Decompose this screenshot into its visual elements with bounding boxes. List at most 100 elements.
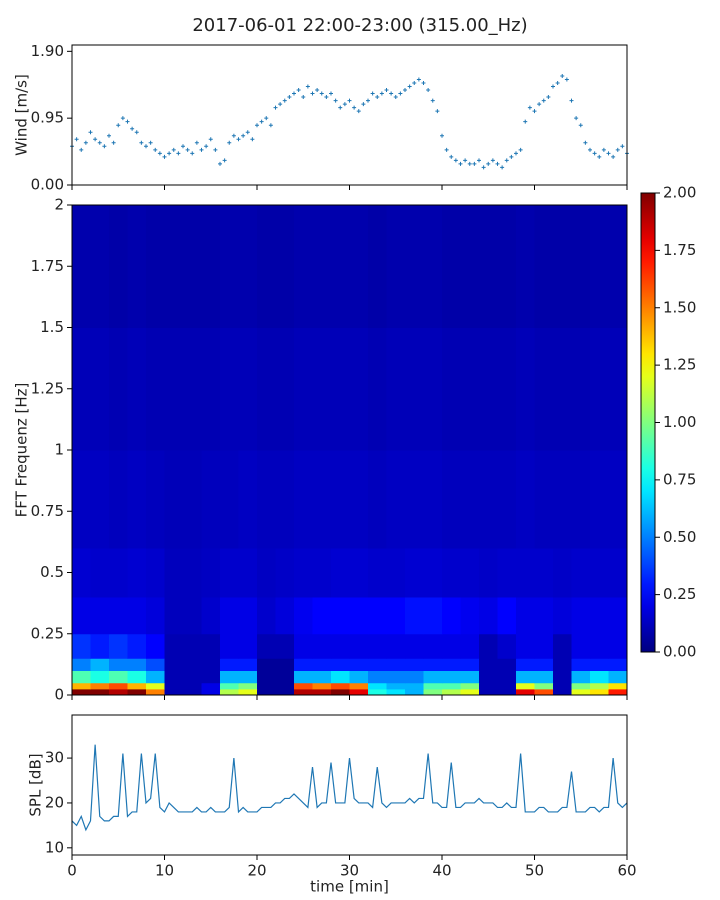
scatter-point — [426, 88, 431, 93]
heatmap-cell — [423, 658, 443, 671]
scatter-point — [185, 147, 190, 152]
scatter-point — [490, 158, 495, 163]
heatmap-cell — [127, 450, 147, 549]
heatmap-cell — [201, 670, 221, 684]
heatmap-cell — [164, 450, 184, 549]
heatmap-cell — [146, 633, 165, 659]
scatter-point — [125, 119, 130, 124]
heatmap-cell — [368, 548, 387, 598]
heatmap-cell — [257, 450, 276, 549]
heatmap-cell — [460, 548, 480, 598]
heatmap-cell — [127, 597, 147, 635]
heatmap-cell — [257, 688, 276, 696]
scatter-point — [601, 147, 606, 152]
heatmap-cell — [405, 658, 424, 671]
scatter-point — [611, 154, 616, 159]
scatter-point — [375, 95, 380, 100]
heatmap-cell — [183, 548, 202, 598]
heatmap-cell — [534, 682, 554, 690]
heatmap-cell — [553, 670, 572, 684]
heatmap-cell — [238, 658, 258, 671]
heatmap-cell — [72, 670, 91, 684]
colorbar-tick-label: 2.00 — [663, 184, 696, 202]
scatter-point — [301, 95, 306, 100]
heatmap-cell — [331, 670, 350, 684]
heatmap-cell — [497, 548, 517, 598]
heatmap-cell — [386, 205, 406, 328]
y-tick-label: 0.5 — [40, 563, 64, 581]
heatmap-cell — [164, 205, 184, 328]
heatmap-cell — [423, 548, 443, 598]
heatmap-cell — [294, 548, 313, 598]
heatmap-cell — [127, 548, 147, 598]
scatter-point — [116, 123, 121, 128]
heatmap-cell — [90, 597, 110, 635]
heatmap-cell — [386, 658, 406, 671]
heatmap-cell — [349, 633, 369, 659]
heatmap-cell — [405, 548, 424, 598]
heatmap-cell — [331, 205, 350, 328]
scatter-point — [477, 158, 481, 163]
heatmap-cell — [312, 658, 332, 671]
x-tick-label: 50 — [525, 862, 544, 880]
colorbar-tick-label: 0.75 — [663, 470, 696, 488]
heatmap-cell — [479, 597, 498, 635]
heatmap-cell — [257, 205, 276, 328]
scatter-point — [338, 105, 343, 110]
heatmap-cell — [386, 670, 406, 684]
scatter-point — [560, 73, 565, 78]
heatmap-cell — [590, 670, 609, 684]
scatter-point — [500, 165, 505, 170]
scatter-point — [481, 165, 486, 170]
heatmap-cell — [590, 633, 609, 659]
y-tick-label: 2 — [54, 196, 64, 214]
scatter-point — [527, 105, 532, 110]
heatmap-cell — [442, 682, 461, 690]
scatter-point — [495, 161, 500, 166]
heatmap-cell — [423, 597, 443, 635]
heatmap-cell — [90, 688, 110, 696]
heatmap-cell — [257, 633, 276, 659]
heatmap-cell — [220, 327, 239, 451]
heatmap-cell — [590, 688, 609, 696]
heatmap-cell — [220, 450, 239, 549]
heatmap-cell — [275, 670, 295, 684]
heatmap-cell — [312, 682, 332, 690]
scatter-point — [107, 133, 111, 138]
heatmap-cell — [442, 670, 461, 684]
heatmap-cell — [497, 688, 517, 696]
scatter-point — [88, 130, 93, 135]
scatter-point — [102, 144, 107, 149]
heatmap-cell — [386, 450, 406, 549]
heatmap-cell — [294, 670, 313, 684]
heatmap-cell — [553, 205, 572, 328]
scatter-point — [449, 154, 454, 159]
heatmap-cell — [257, 670, 276, 684]
heatmap-cell — [608, 548, 628, 598]
heatmap-cell — [423, 670, 443, 684]
heatmap-cell — [497, 597, 517, 635]
heatmap-cell — [479, 633, 498, 659]
heatmap-cell — [201, 633, 221, 659]
scatter-point — [148, 140, 153, 145]
heatmap-cell — [479, 548, 498, 598]
heatmap-cell — [534, 633, 554, 659]
scatter-point — [287, 95, 292, 100]
y-tick-label: 0 — [54, 686, 64, 704]
heatmap-cell — [405, 633, 424, 659]
heatmap-cell — [146, 682, 165, 690]
colorbar-tick-label: 0.00 — [663, 643, 696, 661]
heatmap-cell — [90, 548, 110, 598]
heatmap-cell — [534, 205, 554, 328]
heatmap-cell — [201, 327, 221, 451]
scatter-point — [537, 102, 542, 107]
figure-title: 2017-06-01 22:00-23:00 (315.00_Hz) — [192, 15, 527, 36]
heatmap-cell — [497, 327, 517, 451]
scatter-point — [416, 77, 421, 82]
heatmap-cell — [312, 670, 332, 684]
heatmap-cell — [608, 205, 628, 328]
scatter-point — [324, 95, 329, 100]
heatmap-cell — [164, 658, 184, 671]
heatmap-cell — [608, 633, 628, 659]
heatmap-cell — [516, 597, 535, 635]
